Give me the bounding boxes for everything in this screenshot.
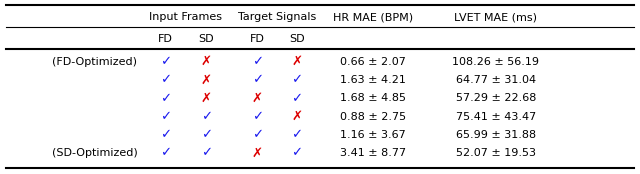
Text: ✓: ✓ [252,128,263,141]
Text: ✓: ✓ [291,92,303,105]
Text: HR MAE (BPM): HR MAE (BPM) [333,12,413,22]
Text: ✓: ✓ [200,110,212,123]
Text: 65.99 ± 31.88: 65.99 ± 31.88 [456,130,536,140]
Text: ✗: ✗ [200,92,212,105]
Text: ✗: ✗ [252,147,263,160]
Text: ✓: ✓ [252,55,263,68]
Text: ✓: ✓ [159,55,171,68]
Text: 57.29 ± 22.68: 57.29 ± 22.68 [456,93,536,103]
Text: (FD-Optimized): (FD-Optimized) [52,57,137,67]
Text: ✓: ✓ [291,128,303,141]
Text: ✓: ✓ [291,147,303,160]
Text: 0.88 ± 2.75: 0.88 ± 2.75 [340,112,406,122]
Text: ✓: ✓ [291,74,303,86]
Text: ✓: ✓ [252,74,263,86]
Text: Input Frames: Input Frames [149,12,222,22]
Text: ✓: ✓ [159,92,171,105]
Text: 1.16 ± 3.67: 1.16 ± 3.67 [340,130,406,140]
Text: Target Signals: Target Signals [238,12,316,22]
Text: SD: SD [289,34,305,44]
Text: 108.26 ± 56.19: 108.26 ± 56.19 [452,57,540,67]
Text: 75.41 ± 43.47: 75.41 ± 43.47 [456,112,536,122]
Text: 52.07 ± 19.53: 52.07 ± 19.53 [456,148,536,158]
Text: ✗: ✗ [200,74,212,86]
Text: 3.41 ± 8.77: 3.41 ± 8.77 [340,148,406,158]
Text: 1.63 ± 4.21: 1.63 ± 4.21 [340,75,406,85]
Text: ✓: ✓ [159,128,171,141]
Text: ✗: ✗ [252,92,263,105]
Text: ✗: ✗ [291,55,303,68]
Text: 64.77 ± 31.04: 64.77 ± 31.04 [456,75,536,85]
Text: FD: FD [250,34,265,44]
Text: 0.66 ± 2.07: 0.66 ± 2.07 [340,57,406,67]
Text: 1.68 ± 4.85: 1.68 ± 4.85 [340,93,406,103]
Text: ✓: ✓ [159,74,171,86]
Text: ✓: ✓ [200,147,212,160]
Text: ✓: ✓ [159,110,171,123]
Text: ✗: ✗ [200,55,212,68]
Text: FD: FD [157,34,173,44]
Text: SD: SD [198,34,214,44]
Text: LVET MAE (ms): LVET MAE (ms) [454,12,538,22]
Text: ✓: ✓ [252,110,263,123]
Text: (SD-Optimized): (SD-Optimized) [52,148,138,158]
Text: ✓: ✓ [200,128,212,141]
Text: ✓: ✓ [159,147,171,160]
Text: ✗: ✗ [291,110,303,123]
